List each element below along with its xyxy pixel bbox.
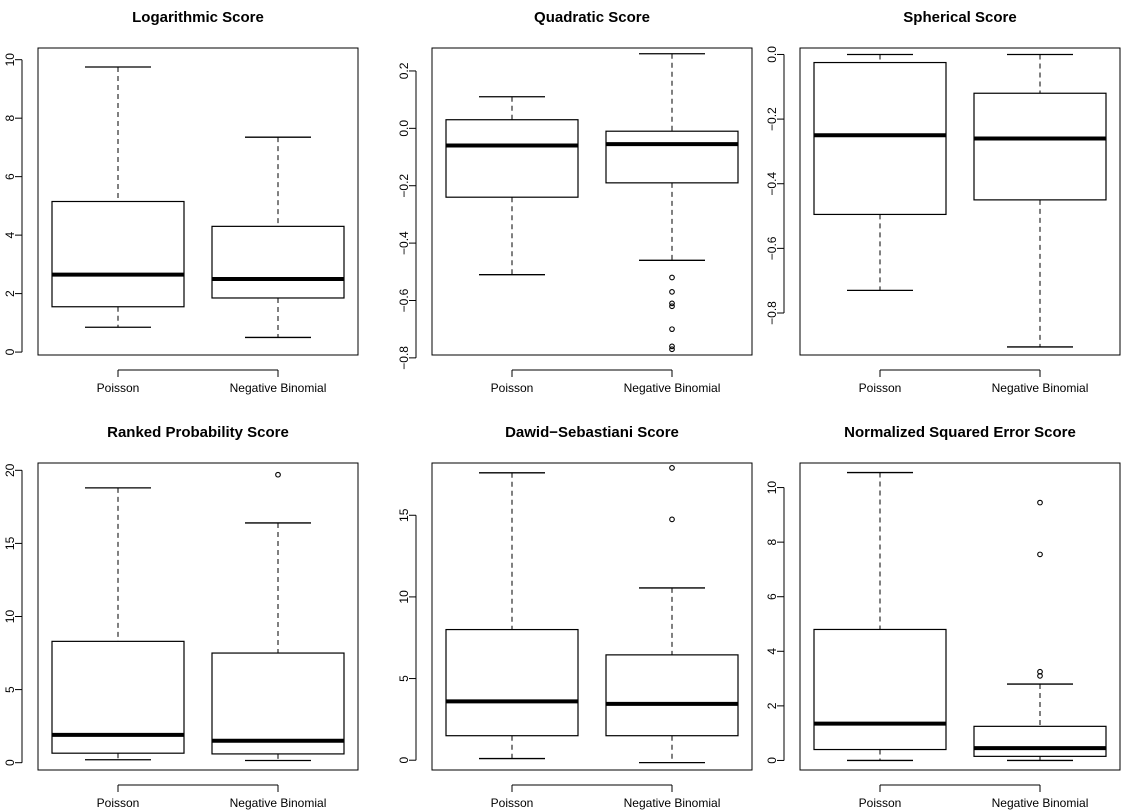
category-label: Poisson (491, 796, 534, 810)
category-label: Negative Binomial (992, 796, 1089, 810)
outlier-point (669, 465, 675, 471)
iqr-box (445, 628, 579, 737)
plot-frame (799, 47, 1121, 356)
y-tick-label: 0.2 (397, 62, 411, 79)
y-tick-label: 0.0 (765, 46, 779, 63)
category-label: Negative Binomial (230, 381, 327, 395)
y-tick-label: −0.4 (397, 231, 411, 255)
y-tick-label: 10 (3, 610, 17, 624)
box-poisson (813, 53, 947, 292)
outlier-point (275, 471, 281, 478)
panel-title: Ranked Probability Score (107, 424, 289, 441)
outlier-point (1037, 499, 1043, 506)
y-tick-label: 4 (765, 648, 779, 655)
plot-frame (431, 47, 753, 356)
outlier-point (669, 516, 675, 523)
iqr-box (813, 628, 947, 751)
y-tick-label: 10 (397, 590, 411, 604)
y-tick-label: −0.4 (765, 172, 779, 196)
category-label: Poisson (97, 381, 140, 395)
iqr-box (51, 200, 185, 308)
y-tick-label: 10 (765, 481, 779, 495)
y-tick-label: −0.2 (397, 174, 411, 198)
category-label: Poisson (859, 381, 902, 395)
iqr-box (211, 652, 345, 755)
y-tick-label: 2 (3, 290, 17, 297)
y-tick-label: 5 (3, 686, 17, 693)
box-negative-binomial (605, 53, 739, 353)
iqr-box (973, 725, 1107, 757)
outlier-point (669, 346, 675, 353)
y-tick-label: 0 (3, 759, 17, 766)
y-tick-label: 0 (397, 757, 411, 764)
box-poisson (445, 472, 579, 760)
box-poisson (813, 471, 947, 762)
box-negative-binomial (973, 53, 1107, 348)
y-tick-label: 15 (397, 508, 411, 522)
y-tick-label: −0.8 (397, 346, 411, 370)
box-negative-binomial (211, 471, 345, 762)
panel-title: Dawid−Sebastiani Score (505, 424, 679, 441)
panel-title: Normalized Squared Error Score (844, 424, 1076, 441)
y-tick-label: −0.6 (765, 236, 779, 260)
y-tick-label: −0.6 (397, 288, 411, 312)
outlier-point (1037, 668, 1043, 675)
box-negative-binomial (973, 499, 1107, 762)
panel-3: Spherical Score −0.8 −0.6 −0.4 −0.2 0.0 Poisso… (765, 9, 1121, 395)
category-label: Poisson (97, 796, 140, 810)
box-poisson (51, 487, 185, 761)
panel-4: Ranked Probability Score 0 5 10 15 20 Poisson N… (3, 424, 359, 810)
y-tick-label: 4 (3, 231, 17, 238)
plot-frame (431, 462, 753, 771)
box-negative-binomial (211, 136, 345, 339)
category-label: Negative Binomial (624, 796, 721, 810)
category-label: Negative Binomial (624, 381, 721, 395)
y-tick-label: 15 (3, 536, 17, 550)
y-tick-label: 6 (3, 173, 17, 180)
y-tick-label: 0 (3, 348, 17, 355)
category-label: Negative Binomial (992, 381, 1089, 395)
y-tick-label: −0.2 (765, 107, 779, 131)
panel-title: Quadratic Score (534, 9, 650, 26)
y-tick-label: −0.8 (765, 301, 779, 325)
y-tick-label: 2 (765, 702, 779, 709)
category-label: Poisson (859, 796, 902, 810)
outlier-point (1037, 551, 1043, 558)
panel-title: Spherical Score (903, 9, 1016, 26)
panel-2: Quadratic Score −0.8 −0.6 −0.4 −0.2 0.0 0.2 Poi… (397, 9, 753, 395)
iqr-box (973, 92, 1107, 201)
outlier-point (669, 343, 675, 350)
iqr-box (813, 61, 947, 216)
y-tick-label: 8 (765, 538, 779, 545)
outlier-point (669, 274, 675, 281)
y-tick-label: 8 (3, 115, 17, 122)
box-negative-binomial (605, 465, 739, 764)
outlier-point (669, 300, 675, 307)
y-tick-label: 20 (3, 463, 17, 477)
y-tick-label: 10 (3, 53, 17, 67)
panel-6: Normalized Squared Error Score 0 2 4 6 8 10 Poi… (765, 424, 1121, 810)
plot-frame (37, 47, 359, 356)
y-tick-label: 5 (397, 675, 411, 682)
iqr-box (605, 130, 739, 184)
plot-frame (37, 462, 359, 771)
outlier-point (669, 289, 675, 295)
iqr-box (445, 119, 579, 198)
y-tick-label: 0 (765, 757, 779, 764)
outlier-point (669, 326, 675, 333)
plot-frame (799, 462, 1121, 771)
box-poisson (445, 96, 579, 276)
box-poisson (51, 66, 185, 328)
outlier-point (669, 303, 675, 310)
panel-5: Dawid−Sebastiani Score 0 5 10 15 Poisson Negat… (397, 424, 753, 810)
y-tick-label: 6 (765, 593, 779, 600)
iqr-box (211, 225, 345, 299)
y-tick-label: 0.0 (397, 120, 411, 137)
panel-1: Logarithmic Score 0 2 4 6 8 10 Poisson Negative … (3, 9, 359, 395)
category-label: Poisson (491, 381, 534, 395)
panel-title: Logarithmic Score (132, 9, 264, 26)
category-label: Negative Binomial (230, 796, 327, 810)
iqr-box (605, 654, 739, 737)
